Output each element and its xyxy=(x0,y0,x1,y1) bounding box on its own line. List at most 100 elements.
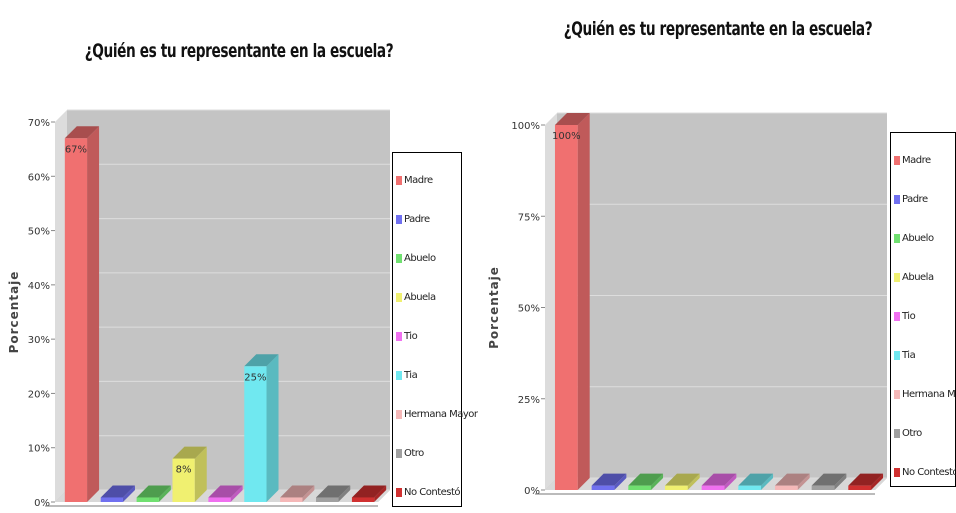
chart-right: ¿Quién es tu representante en la escuela… xyxy=(480,0,956,513)
bar xyxy=(591,473,627,490)
legend-swatch xyxy=(396,254,402,263)
legend-item: Abuela xyxy=(396,278,459,317)
legend-label: Madre xyxy=(902,155,931,166)
bar-top xyxy=(774,473,810,486)
bar xyxy=(100,485,135,502)
legend-label: Abuela xyxy=(902,272,934,283)
bar xyxy=(811,473,847,490)
bar-top xyxy=(244,354,279,367)
bar xyxy=(628,473,664,490)
bar-front xyxy=(848,485,872,490)
legend-item: Otro xyxy=(894,414,953,453)
legend-item: Abuelo xyxy=(894,219,953,258)
legend-item: Madre xyxy=(396,161,459,200)
legend-item: Tia xyxy=(894,336,953,375)
bar-side xyxy=(266,354,279,502)
bar-front xyxy=(628,485,652,490)
bar-side xyxy=(158,485,171,502)
back-wall xyxy=(545,113,887,490)
bar-top xyxy=(811,473,847,486)
legend-swatch xyxy=(894,429,900,438)
bar-side xyxy=(871,473,884,490)
chart-title: ¿Quién es tu representante en la escuela… xyxy=(84,40,394,62)
legend-swatch xyxy=(894,312,900,321)
bar xyxy=(172,446,207,502)
y-tick-label: 50% xyxy=(28,227,50,238)
bar xyxy=(316,485,351,502)
legend: Madre Padre Abuelo Abuela Tio Tia Hermana Mayo… xyxy=(890,132,956,487)
legend-swatch xyxy=(396,371,402,380)
legend-item: Madre xyxy=(894,141,953,180)
bar-front xyxy=(774,485,798,490)
side-wall xyxy=(55,110,67,502)
legend-item: Tio xyxy=(396,317,459,356)
legend-swatch xyxy=(894,195,900,204)
plot-area: 0% 10% 20% 30% 40% 50% 60% 70% Porcentaje 67% 8% 25… xyxy=(7,109,390,509)
bar xyxy=(664,473,700,490)
legend-label: Tia xyxy=(902,350,916,361)
bar-side xyxy=(230,485,243,502)
bar xyxy=(848,473,884,490)
bar-front xyxy=(172,458,195,502)
y-tick-label: 0% xyxy=(34,498,50,509)
y-tick-label: 100% xyxy=(511,121,540,132)
bar-front xyxy=(811,485,835,490)
legend-item: Padre xyxy=(396,200,459,239)
bar-front xyxy=(64,138,88,503)
legend-item: Tia xyxy=(396,356,459,395)
bar-front xyxy=(136,497,159,502)
legend-label: Madre xyxy=(404,175,433,186)
bar-top xyxy=(701,473,737,486)
y-tick-label: 30% xyxy=(28,335,50,346)
legend-swatch xyxy=(396,293,402,302)
chart-title: ¿Quién es tu representante en la escuela… xyxy=(563,18,873,40)
legend-label: Abuela xyxy=(404,292,436,303)
y-tick-label: 75% xyxy=(518,212,540,223)
y-tick-label: 50% xyxy=(518,304,540,315)
bar xyxy=(738,473,774,490)
bar-top xyxy=(628,473,664,486)
bar-top xyxy=(136,485,171,498)
legend-swatch xyxy=(894,390,900,399)
legend-label: No Contestó xyxy=(404,487,461,498)
bar-side xyxy=(122,485,135,502)
legend-swatch xyxy=(894,156,900,165)
y-tick-label: 70% xyxy=(28,118,50,129)
bar-top xyxy=(351,485,387,498)
legend-item: No Contestó xyxy=(894,453,956,492)
bar xyxy=(774,473,810,490)
bar-front xyxy=(244,366,267,502)
legend-item: Abuela xyxy=(894,258,953,297)
bar-side xyxy=(687,473,700,490)
chart-left: ¿Quién es tu representante en la escuela… xyxy=(7,40,478,509)
bar-front xyxy=(738,485,762,490)
legend-label: Tio xyxy=(902,311,916,322)
bar-front xyxy=(280,497,303,502)
y-tick-label: 25% xyxy=(518,395,540,406)
bar xyxy=(244,354,279,502)
data-label: 8% xyxy=(176,465,192,476)
y-axis-label: Porcentaje xyxy=(487,266,501,349)
y-tick-label: 60% xyxy=(28,172,50,183)
bar-side xyxy=(194,446,207,502)
legend-swatch xyxy=(396,176,402,185)
back-wall xyxy=(55,110,390,502)
legend-swatch xyxy=(894,234,900,243)
bar-front xyxy=(351,497,375,502)
bar-side xyxy=(374,485,387,502)
bar-front xyxy=(664,485,688,490)
legend-swatch xyxy=(894,351,900,360)
bar-top xyxy=(738,473,774,486)
bar xyxy=(64,126,100,503)
bar xyxy=(208,485,243,502)
bar-side xyxy=(724,473,737,490)
legend-label: Hermana Mayor xyxy=(404,409,478,420)
y-axis-label: Porcentaje xyxy=(7,271,21,354)
legend-label: Padre xyxy=(404,214,430,225)
y-tick-label: 10% xyxy=(28,444,50,455)
bar-top xyxy=(554,113,590,125)
legend-label: Abuelo xyxy=(902,233,934,244)
legend-label: Hermana Mayor xyxy=(902,389,956,400)
legend-swatch xyxy=(396,332,402,341)
legend-label: Abuelo xyxy=(404,253,436,264)
